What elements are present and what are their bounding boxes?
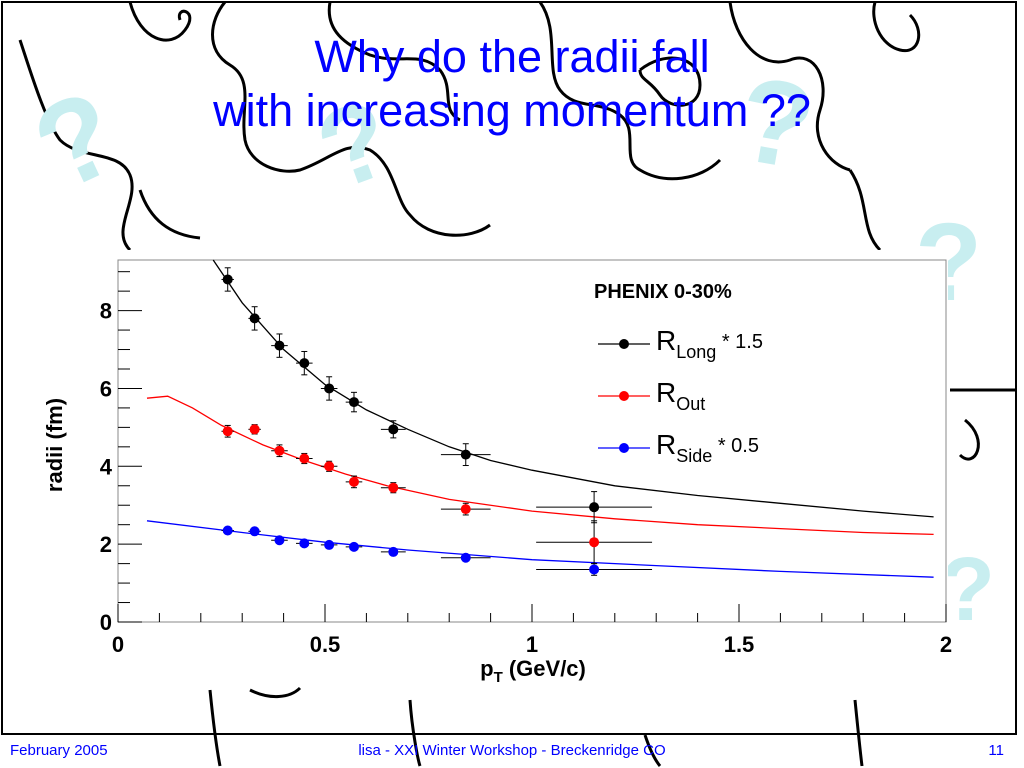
series-out	[221, 424, 653, 565]
puzzle-outlines	[18, 1, 1016, 767]
legend-entry-main: R	[656, 377, 676, 408]
legend-entry-sub: Out	[676, 394, 705, 414]
data-point	[324, 383, 335, 394]
data-point	[299, 453, 310, 464]
x-axis-label-unit: (GeV/c)	[503, 656, 586, 681]
legend-marker	[619, 443, 629, 453]
x-tick-label: 2	[940, 632, 952, 657]
legend-entry-sub: Side	[676, 446, 712, 466]
data-points	[221, 267, 653, 576]
data-point	[274, 535, 285, 546]
legend-entry: RSide * 0.5	[656, 429, 759, 466]
slide-title-line-2: with increasing momentum ??	[213, 85, 811, 136]
legend-entry-sub: Long	[676, 342, 716, 362]
data-point	[388, 482, 399, 493]
x-axis-label-sub: T	[494, 669, 503, 686]
slide-title-line-1: Why do the radii fall	[314, 31, 710, 82]
y-tick-label: 8	[100, 299, 112, 324]
data-point	[348, 397, 359, 408]
plot-panel	[118, 250, 948, 630]
data-point	[299, 358, 310, 369]
data-point	[324, 461, 335, 472]
x-tick-label: 1	[526, 632, 538, 657]
data-point	[589, 502, 600, 513]
y-axis-label: radii (fm)	[42, 398, 67, 492]
data-point	[348, 476, 359, 487]
question-mark-icon: ?	[940, 540, 995, 640]
legend-entry: RLong * 1.5	[656, 325, 763, 362]
data-point	[589, 537, 600, 548]
data-point	[460, 552, 471, 563]
data-point	[460, 449, 471, 460]
legend-entry-main: R	[656, 429, 676, 460]
series-long	[221, 267, 653, 524]
data-point	[388, 546, 399, 557]
legend-entry-suffix: * 1.5	[716, 331, 763, 353]
legend-entry: ROut	[656, 377, 705, 414]
x-axis-label: pT (GeV/c)	[480, 656, 586, 686]
fit-curve-out	[146, 395, 934, 536]
footer-page-number: 11	[988, 742, 1004, 759]
data-point	[324, 539, 335, 550]
y-tick-label: 6	[100, 376, 112, 401]
data-point	[589, 564, 600, 575]
data-point	[222, 274, 233, 285]
data-point	[222, 426, 233, 437]
legend-entry-main: R	[656, 325, 676, 356]
footer-date: February 2005	[10, 742, 108, 759]
data-point	[274, 445, 285, 456]
series-side	[221, 525, 653, 576]
data-point	[274, 340, 285, 351]
x-tick-label: 0	[112, 632, 124, 657]
axes: 0 0.5 1 1.5 2 0 2 4 6 8	[100, 271, 952, 657]
data-point	[222, 525, 233, 536]
data-point	[249, 526, 260, 537]
data-point	[299, 538, 310, 549]
data-point	[388, 424, 399, 435]
data-point	[249, 424, 260, 435]
slide-title: Why do the radii fall with increasing mo…	[0, 30, 1024, 138]
data-point	[348, 541, 359, 552]
legend-marker	[619, 391, 629, 401]
legend-entry-suffix: * 0.5	[712, 435, 759, 457]
legend-marker	[619, 339, 629, 349]
x-axis-label-main: p	[480, 656, 493, 681]
x-axis-label-text: pT (GeV/c)	[480, 656, 586, 686]
y-tick-label: 0	[100, 610, 112, 635]
data-point	[249, 313, 260, 324]
y-tick-label: 4	[100, 454, 113, 479]
y-tick-label: 2	[100, 532, 112, 557]
footer-event: lisa - XXI Winter Workshop - Breckenridg…	[358, 742, 666, 759]
x-tick-label: 0.5	[310, 632, 341, 657]
chart-title: PHENIX 0-30%	[594, 281, 732, 303]
data-point	[460, 504, 471, 515]
x-tick-label: 1.5	[724, 632, 755, 657]
slide-border	[1, 1, 1017, 735]
